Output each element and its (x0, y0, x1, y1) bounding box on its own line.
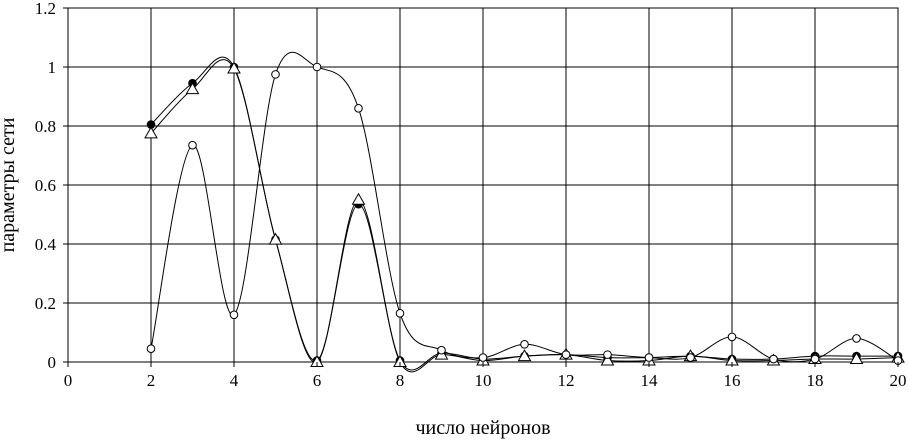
y-tick-label-2: 0.4 (35, 235, 57, 254)
series-2 (146, 51, 903, 365)
series-1-point-9 (517, 349, 532, 362)
y-tick-label-5: 1 (48, 58, 57, 77)
y-tick-label-0: 0 (48, 353, 57, 372)
x-tick-label-10: 20 (890, 371, 907, 390)
series-2-point-16 (810, 354, 820, 364)
x-tick-label-4: 8 (396, 371, 405, 390)
series-2-point-14 (727, 332, 737, 342)
x-tick-label-3: 6 (313, 371, 322, 390)
series-0 (146, 56, 903, 371)
series-1 (144, 59, 905, 373)
series-2-point-1 (188, 140, 197, 150)
x-tick-label-9: 18 (807, 371, 824, 390)
series-2-point-17 (852, 334, 861, 343)
series-2-point-9 (520, 340, 529, 349)
series-2-point-15 (769, 354, 778, 364)
x-tick-label-1: 2 (147, 371, 156, 390)
x-tick-label-8: 16 (724, 371, 741, 390)
x-tick-label-5: 10 (475, 371, 492, 390)
y-tick-label-6: 1.2 (35, 0, 56, 18)
series-group (144, 51, 905, 373)
x-axis-title: число нейронов (415, 417, 550, 439)
series-1-point-1 (185, 82, 200, 95)
y-tick-label-1: 0.2 (35, 294, 56, 313)
series-2-point-3 (271, 70, 280, 79)
grid-lines (67, 7, 899, 363)
x-tick-label-7: 14 (641, 371, 659, 390)
series-1-point-11 (600, 353, 615, 366)
series-1-point-3 (268, 232, 283, 245)
series-0-line (150, 56, 898, 371)
series-2-point-12 (644, 353, 654, 362)
series-1-point-5 (351, 192, 366, 205)
series-2-point-10 (561, 350, 571, 359)
y-axis-title: параметры сети (0, 117, 19, 252)
series-2-point-6 (395, 309, 405, 318)
series-2-line (150, 51, 899, 363)
x-tick-label-0: 0 (64, 371, 73, 390)
y-tick-label-4: 0.8 (35, 117, 56, 136)
series-2-point-4 (312, 62, 322, 72)
series-2-point-11 (603, 350, 612, 359)
series-2-point-8 (478, 353, 488, 362)
x-tick-label-6: 12 (558, 371, 575, 390)
tick-labels: 0 2 4 6 8 10 12 14 16 18 20 0 0.2 0.4 0.6 0.8 1 1.2 (35, 0, 907, 390)
series-2-point-2 (229, 310, 239, 320)
series-2-point-13 (686, 353, 695, 362)
y-tick-label-3: 0.6 (35, 176, 56, 195)
series-2-point-5 (354, 104, 363, 113)
series-2-point-7 (437, 345, 446, 355)
series-1-line (150, 59, 899, 373)
series-1-point-17 (849, 352, 864, 365)
x-tick-label-2: 4 (230, 371, 239, 390)
series-2-point-0 (146, 344, 156, 354)
series-1-point-2 (227, 61, 241, 74)
series-1-point-0 (144, 126, 158, 139)
